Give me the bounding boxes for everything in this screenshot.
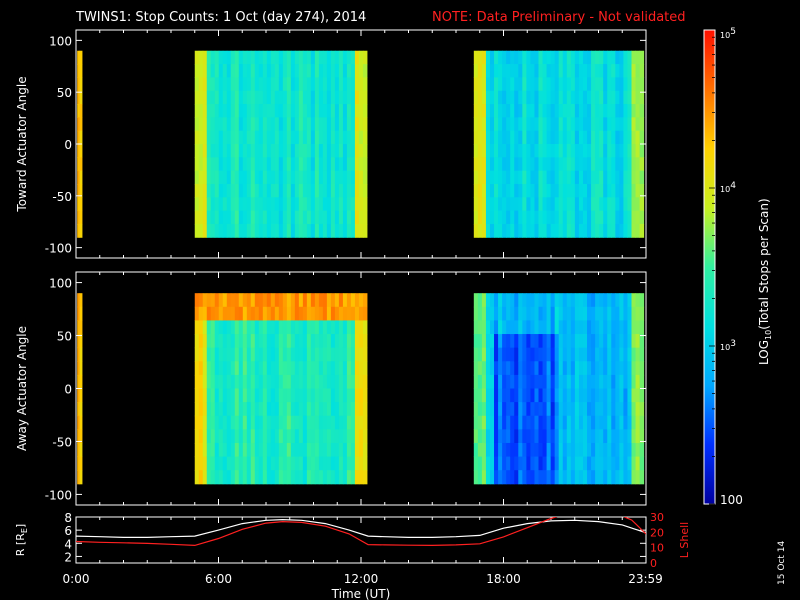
time-tick-label: 23:59 [628, 572, 663, 586]
toward-ytick-label: -100 [45, 242, 72, 256]
time-tick-label: 0:00 [63, 572, 90, 586]
colorbar-gradient [703, 29, 716, 505]
toward-ytick-label: 0 [64, 138, 72, 152]
toward-ytick-label: -50 [52, 190, 72, 204]
figure-title: TWINS1: Stop Counts: 1 Oct (day 274), 20… [75, 10, 366, 25]
away-actuator-panel: 100 50 0 -50 -100 Away Actuator Angle [15, 271, 647, 506]
time-tick-label: 6:00 [205, 572, 232, 586]
orbit-ytick-label: 4 [64, 537, 72, 551]
radius-ylabel: R [RE] [14, 524, 29, 556]
away-data-block [194, 293, 368, 485]
date-stamp: 15 Oct 14 [777, 541, 787, 585]
orbit-ytick-label: 2 [64, 550, 72, 564]
colorbar: 105 104 103 100 LOG10(Total Stops per Scan) [703, 27, 773, 507]
l-shell-ylabel: L Shell [678, 522, 691, 558]
away-data-block [473, 293, 645, 485]
l-shell-tick-label: 20 [650, 526, 664, 539]
toward-ylabel: Toward Actuator Angle [15, 76, 29, 212]
time-tick-label: 12:00 [344, 572, 379, 586]
away-data-block [77, 293, 83, 485]
away-ytick-label: 50 [57, 330, 72, 344]
away-ytick-label: 100 [49, 277, 72, 291]
l-shell-tick-label: 30 [650, 511, 664, 524]
colorbar-tick-label: 104 [720, 181, 736, 194]
time-tick-label: 18:00 [486, 572, 521, 586]
away-ytick-label: -100 [45, 488, 72, 502]
l-shell-tick-label: 0 [650, 557, 657, 570]
radius-line [76, 518, 646, 539]
colorbar-tick-label: 103 [720, 339, 736, 352]
away-ytick-label: 0 [64, 383, 72, 397]
orbit-ytick-label: 8 [64, 511, 72, 525]
l-shell-tick-label: 10 [650, 542, 664, 555]
toward-data-block [473, 50, 645, 238]
toward-ytick-label: 100 [49, 34, 72, 48]
time-axis-label: Time (UT) [331, 587, 391, 600]
colorbar-tick-label: 105 [720, 27, 736, 40]
toward-actuator-panel: 100 50 0 -50 -100 Toward Actuator Angle [15, 29, 647, 259]
toward-data-block [77, 50, 83, 238]
colorbar-tick-label: 100 [720, 493, 743, 507]
away-ylabel: Away Actuator Angle [15, 326, 29, 451]
away-ytick-label: -50 [52, 435, 72, 449]
toward-data-block [194, 50, 368, 238]
l-shell-line [76, 517, 646, 547]
colorbar-label: LOG10(Total Stops per Scan) [757, 198, 773, 365]
orbit-ytick-label: 6 [64, 524, 72, 538]
toward-ytick-label: 50 [57, 86, 72, 100]
preliminary-note: NOTE: Data Preliminary - Not validated [432, 10, 686, 25]
